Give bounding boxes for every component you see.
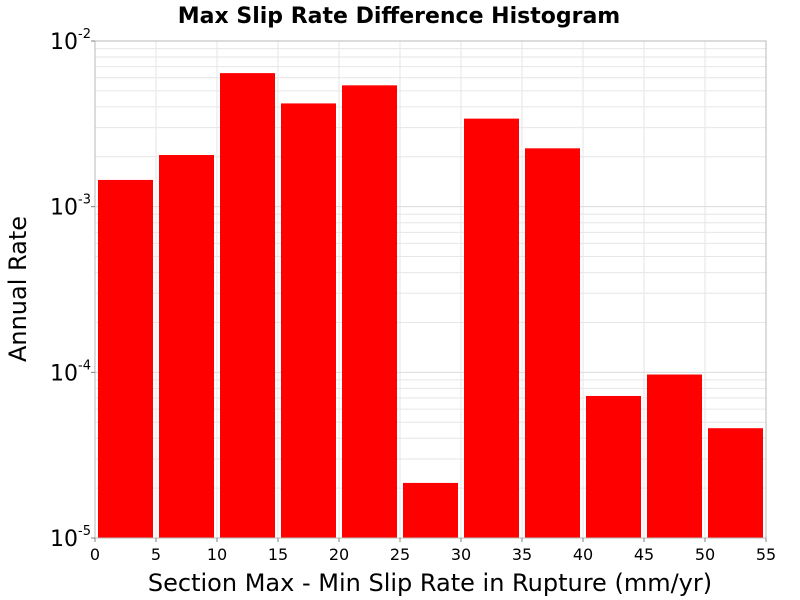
x-tick-label: 55 — [756, 545, 776, 564]
x-tick-label: 20 — [329, 545, 349, 564]
histogram-bar — [98, 179, 153, 539]
histogram-bar — [525, 148, 580, 538]
histogram-bar — [586, 395, 641, 538]
histogram-bar — [464, 118, 519, 539]
x-tick-label: 45 — [634, 545, 654, 564]
y-tick-label: 10-4 — [50, 358, 91, 386]
histogram-bar — [281, 103, 336, 538]
bars — [98, 73, 763, 539]
plot-frame — [94, 40, 767, 539]
histogram-bar — [647, 374, 702, 538]
y-axis-ticks: 10-2 10-3 10-4 10-5 — [50, 27, 95, 552]
x-axis-ticks: 0 5 10 15 20 25 30 35 40 45 50 55 — [90, 538, 776, 564]
x-tick-label: 15 — [268, 545, 288, 564]
x-tick-label: 35 — [512, 545, 532, 564]
histogram-bar — [342, 85, 397, 538]
x-tick-label: 5 — [151, 545, 161, 564]
histogram-bar — [159, 155, 214, 538]
x-tick-label: 40 — [573, 545, 593, 564]
x-tick-label: 10 — [207, 545, 227, 564]
x-axis-label: Section Max - Min Slip Rate in Rupture (… — [148, 569, 712, 597]
chart-title: Max Slip Rate Difference Histogram — [178, 4, 620, 29]
y-tick-label: 10-2 — [50, 27, 91, 55]
x-tick-label: 30 — [451, 545, 471, 564]
y-axis-label: Annual Rate — [4, 216, 32, 362]
x-tick-label: 50 — [695, 545, 715, 564]
y-tick-label: 10-5 — [50, 524, 91, 552]
histogram-bar — [403, 482, 458, 538]
histogram-bar — [708, 428, 763, 538]
y-tick-label: 10-3 — [50, 193, 91, 221]
x-tick-label: 25 — [390, 545, 410, 564]
histogram-bar — [220, 73, 275, 538]
x-tick-label: 0 — [90, 545, 100, 564]
